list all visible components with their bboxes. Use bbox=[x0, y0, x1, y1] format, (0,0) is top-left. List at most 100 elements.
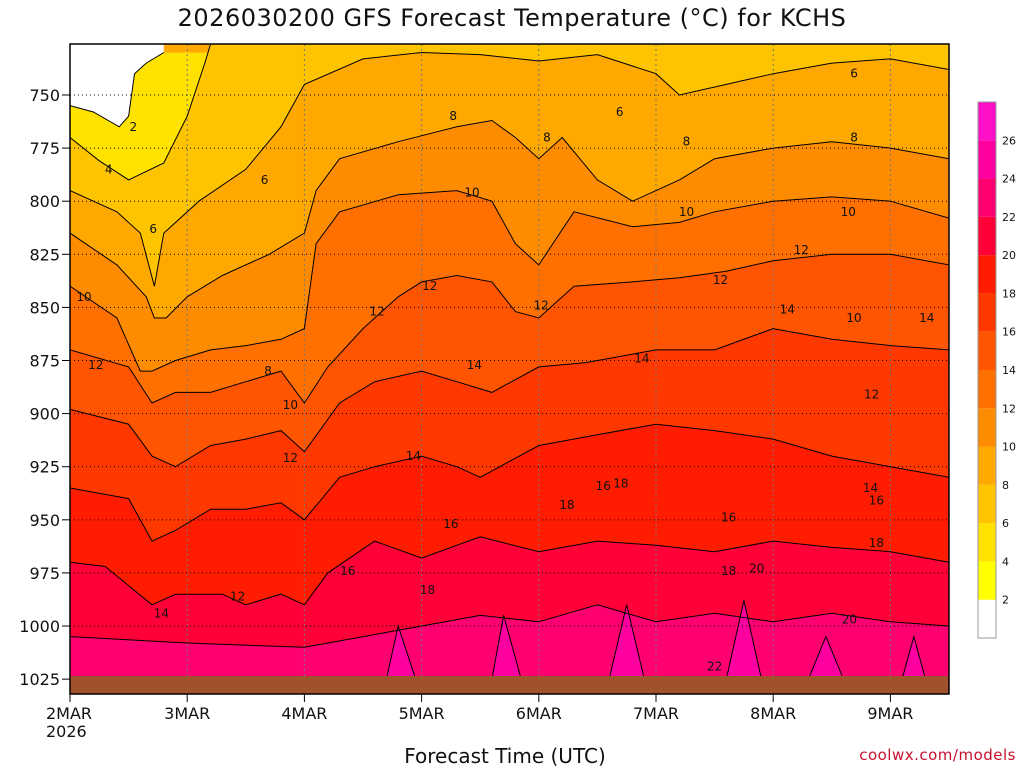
plot-area: 2 4 6 6 6 6 8 8 8 8 8 10 10 10 10 10 10 12 12 12 12 12 12 12 12 1… bbox=[69, 43, 950, 695]
contour-label: 18 bbox=[869, 536, 884, 550]
contour-label: 10 bbox=[841, 205, 856, 219]
contour-label: 2 bbox=[129, 120, 137, 134]
contour-label: 8 bbox=[850, 130, 858, 144]
x-tick-label: 8MAR bbox=[750, 704, 796, 723]
contour-20 bbox=[70, 604, 949, 648]
colorbar-swatch bbox=[978, 370, 996, 409]
contour-label: 12 bbox=[534, 298, 549, 312]
contour-label: 10 bbox=[846, 311, 861, 325]
y-tick-label: 1000 bbox=[19, 617, 60, 636]
colorbar-label: 20 bbox=[1002, 249, 1016, 262]
contour-label: 6 bbox=[850, 67, 858, 81]
contour-label: 16 bbox=[721, 511, 736, 525]
colorbar-swatch bbox=[978, 140, 996, 179]
contour-label: 14 bbox=[780, 303, 795, 317]
colorbar-label: 18 bbox=[1002, 287, 1016, 300]
y-tick-label: 950 bbox=[29, 511, 60, 530]
chart-title: 2026030200 GFS Forecast Temperature (°C)… bbox=[177, 4, 847, 32]
contour-label: 20 bbox=[749, 562, 764, 576]
colorbar-swatch bbox=[978, 484, 996, 524]
contour-label: 8 bbox=[264, 364, 272, 378]
contour-12 bbox=[70, 253, 949, 404]
contour-label: 10 bbox=[283, 398, 298, 412]
colorbar-label: 24 bbox=[1002, 173, 1016, 186]
contour-10 bbox=[70, 190, 949, 372]
y-tick-label: 1025 bbox=[19, 670, 60, 689]
colorbar-swatch bbox=[978, 408, 996, 447]
contour-label: 14 bbox=[634, 351, 649, 365]
ground-layer bbox=[70, 676, 949, 694]
contour-label: 20 bbox=[842, 613, 857, 627]
x-year-label: 2026 bbox=[46, 722, 87, 741]
contour-label: 14 bbox=[467, 358, 482, 372]
x-tick-label: 9MAR bbox=[867, 704, 913, 723]
contour-label: 16 bbox=[596, 479, 611, 493]
colorbar-swatch bbox=[978, 446, 996, 485]
contour-14 bbox=[70, 328, 949, 468]
contour-label: 12 bbox=[230, 589, 245, 603]
colorbar-swatch bbox=[978, 216, 996, 256]
site-credit: coolwx.com/models bbox=[859, 746, 1016, 764]
colorbar-swatch bbox=[978, 178, 996, 217]
y-tick-label: 800 bbox=[29, 192, 60, 211]
contour-label: 10 bbox=[679, 205, 694, 219]
contour-2 bbox=[70, 52, 165, 128]
colorbar-swatch bbox=[978, 255, 996, 294]
x-axis-title: Forecast Time (UTC) bbox=[404, 744, 606, 768]
contour-label: 8 bbox=[543, 130, 551, 144]
contour-label: 12 bbox=[794, 243, 809, 257]
contour-lines bbox=[70, 44, 949, 680]
x-axis: 2MAR 3MAR 4MAR 5MAR 6MAR 7MAR 8MAR 9MAR 2026 bbox=[46, 694, 913, 741]
colorbar-swatch bbox=[978, 599, 996, 638]
colorbar-label: 22 bbox=[1002, 211, 1016, 224]
contour-label: 12 bbox=[864, 387, 879, 401]
colorbar-frame bbox=[977, 101, 997, 639]
colorbar-label: 2 bbox=[1002, 594, 1009, 607]
colorbar-label: 6 bbox=[1002, 517, 1009, 530]
contour-label: 16 bbox=[443, 517, 458, 531]
x-tick-label: 5MAR bbox=[399, 704, 445, 723]
colorbar-label: 16 bbox=[1002, 326, 1016, 339]
contour-label: 12 bbox=[88, 358, 103, 372]
contour-label: 18 bbox=[559, 498, 574, 512]
colorbar-label: 4 bbox=[1002, 555, 1009, 568]
y-tick-label: 875 bbox=[29, 352, 60, 371]
x-tick-label: 4MAR bbox=[281, 704, 327, 723]
colorbar-swatch bbox=[978, 331, 996, 370]
contour-label: 6 bbox=[616, 105, 624, 119]
colorbar-label: 8 bbox=[1002, 479, 1009, 492]
contour-label: 16 bbox=[340, 564, 355, 578]
contour-label: 6 bbox=[149, 222, 157, 236]
contour-label: 8 bbox=[449, 109, 457, 123]
y-tick-label: 775 bbox=[29, 139, 60, 158]
contour-8 bbox=[70, 119, 949, 319]
contour-label: 18 bbox=[613, 477, 628, 491]
contour-label: 14 bbox=[863, 481, 878, 495]
y-tick-label: 750 bbox=[29, 86, 60, 105]
x-tick-label: 3MAR bbox=[164, 704, 210, 723]
contour-label: 12 bbox=[283, 451, 298, 465]
y-tick-label: 900 bbox=[29, 405, 60, 424]
colorbar-label: 14 bbox=[1002, 364, 1016, 377]
colorbar-label: 12 bbox=[1002, 402, 1016, 415]
contour-label: 4 bbox=[105, 162, 113, 176]
contour-label: 14 bbox=[919, 311, 934, 325]
colorbar-label: 26 bbox=[1002, 134, 1016, 147]
contour-labels: 2 4 6 6 6 6 8 8 8 8 8 10 10 10 10 10 10 12 12 12 12 12 12 12 12 1… bbox=[76, 67, 934, 674]
y-tick-label: 975 bbox=[29, 564, 60, 583]
contour-label: 14 bbox=[406, 449, 421, 463]
plot-frame bbox=[69, 43, 950, 695]
colorbar-label: 10 bbox=[1002, 441, 1016, 454]
y-axis: 750 775 800 825 850 875 900 925 950 975 1000 1025 bbox=[19, 86, 70, 689]
y-tick-label: 825 bbox=[29, 245, 60, 264]
y-tick-label: 850 bbox=[29, 298, 60, 317]
contour-label: 12 bbox=[422, 279, 437, 293]
contour-label: 12 bbox=[369, 305, 384, 319]
contour-label: 18 bbox=[721, 564, 736, 578]
contour-6 bbox=[70, 51, 949, 287]
colorbar-swatch bbox=[978, 102, 996, 141]
colorbar-swatch bbox=[978, 523, 996, 562]
x-tick-label: 6MAR bbox=[516, 704, 562, 723]
contour-4 bbox=[70, 44, 212, 181]
